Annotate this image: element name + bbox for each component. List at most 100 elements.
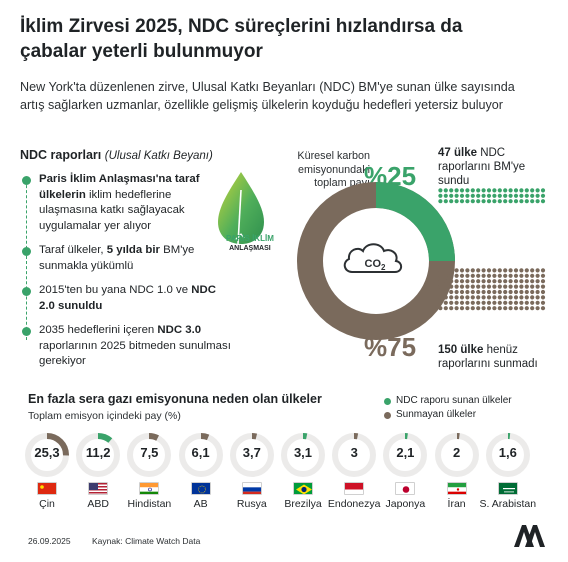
chart-subtitle: Toplam emisyon içindeki pay (%)	[28, 410, 181, 422]
dot	[481, 289, 486, 295]
dot	[476, 199, 481, 204]
flag-icon	[344, 482, 365, 495]
country-item: 1,6 S. Arabistan	[479, 432, 536, 514]
step-2-pre: Taraf ülkeler,	[39, 244, 107, 256]
dot	[508, 193, 513, 198]
dot	[535, 300, 540, 305]
legend-item-not-submitted: Sunmayan ülkeler	[384, 408, 512, 422]
ring-value-label: 3,7	[242, 445, 261, 460]
dot	[519, 268, 524, 273]
dot	[449, 295, 454, 300]
country-ring	[434, 433, 479, 477]
legend-label-submitted: NDC raporu sunan ülkeler	[396, 395, 512, 406]
dot	[443, 306, 448, 311]
dot	[476, 300, 481, 305]
dot	[449, 273, 454, 278]
dot	[459, 273, 465, 278]
dot	[535, 268, 540, 273]
dot	[497, 268, 502, 273]
dot	[503, 199, 508, 204]
ndc-heading-text: NDC raporları	[20, 148, 102, 162]
dot	[486, 289, 492, 295]
dot	[449, 193, 454, 198]
dot	[454, 268, 459, 273]
dot	[486, 199, 492, 204]
dot	[540, 284, 546, 289]
not-submitted-count-text: henüz raporlarını sunmadı	[438, 344, 538, 370]
dot	[497, 199, 502, 204]
dot	[524, 188, 529, 193]
dot	[535, 284, 540, 289]
dot	[540, 279, 546, 284]
country-ring	[76, 433, 121, 477]
country-ring	[332, 433, 377, 477]
dot	[530, 284, 535, 289]
submitted-dot-grid	[438, 188, 546, 204]
dot	[519, 279, 524, 284]
dot	[492, 295, 497, 300]
page-title: İklim Zirvesi 2025, NDC süreçlerini hızl…	[20, 16, 463, 62]
dot	[503, 289, 508, 295]
ring-value-label: 1,6	[498, 445, 517, 460]
country-name: AB	[193, 498, 208, 510]
dot	[508, 300, 513, 305]
step-1-bold: Paris İklim Anlaşması'na taraf ülkelerin	[39, 173, 200, 201]
dot	[530, 289, 535, 295]
dot	[476, 284, 481, 289]
ring-value-label: 11,2	[85, 445, 111, 460]
dot	[476, 306, 481, 311]
dot	[459, 300, 465, 305]
ring-value-arc	[434, 433, 479, 477]
not-submitted-dot-grid	[438, 268, 546, 311]
dot	[465, 273, 470, 278]
dot	[530, 273, 535, 278]
dot	[470, 300, 475, 305]
step-2-bold: 5 yılda bir	[106, 244, 160, 256]
not-submitted-count: 150 ülke henüz raporlarını sunmadı	[438, 343, 553, 371]
dot	[503, 193, 508, 198]
dot	[513, 284, 519, 289]
dot	[459, 188, 465, 193]
co2-cloud-icon	[343, 243, 403, 273]
dot	[535, 199, 540, 204]
dot	[454, 306, 459, 311]
dot	[481, 300, 486, 305]
ring-value-label: 6,1	[191, 445, 210, 460]
dot	[486, 306, 492, 311]
dot	[524, 273, 529, 278]
country-name: Japonya	[385, 498, 426, 510]
dot	[454, 188, 459, 193]
dot	[454, 273, 459, 278]
dot	[513, 295, 519, 300]
footer-source: Kaynak: Climate Watch Data	[92, 536, 201, 546]
dot	[513, 279, 519, 284]
leaf-label-bottom: ANLAŞMASI	[229, 245, 271, 252]
country-name: Endonezya	[327, 498, 381, 510]
dot	[470, 289, 475, 295]
dot	[503, 300, 508, 305]
dot	[497, 284, 502, 289]
dot	[481, 295, 486, 300]
dot	[486, 268, 492, 273]
country-item: 11,2 ABD	[75, 432, 121, 514]
submitted-count-text: NDC raporlarını BM'ye sundu	[438, 147, 526, 187]
dot	[524, 300, 529, 305]
ndc-steps: Paris İklim Anlaşması'na taraf ülkelerin…	[21, 172, 231, 379]
dot	[530, 199, 535, 204]
dot	[503, 268, 508, 273]
dot	[524, 193, 529, 198]
country-ring	[485, 433, 530, 477]
dot	[459, 306, 465, 311]
dot	[492, 300, 497, 305]
dot	[465, 306, 470, 311]
dot	[530, 188, 535, 193]
dot	[454, 284, 459, 289]
ring-value-arc	[178, 433, 223, 477]
flag-icon	[446, 482, 467, 495]
ndc-heading-note: (Ulusal Katkı Beyanı)	[104, 150, 213, 162]
dot	[492, 193, 497, 198]
dot	[465, 289, 470, 295]
dot	[481, 284, 486, 289]
flag-icon	[139, 482, 160, 495]
flag-icon	[190, 482, 211, 495]
